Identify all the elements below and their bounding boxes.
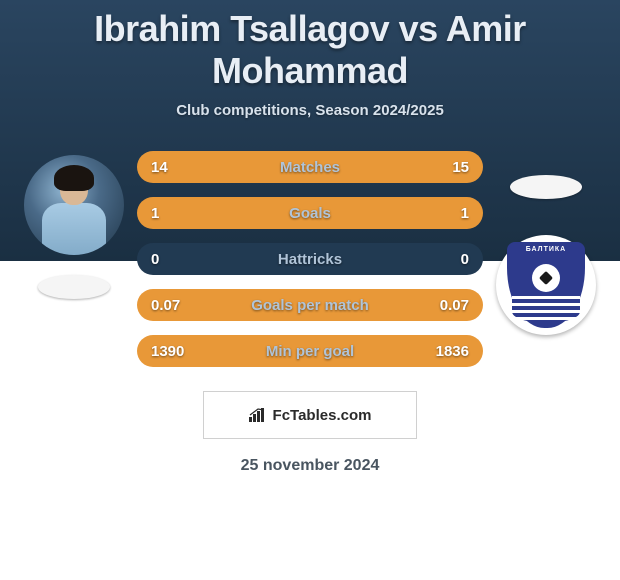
right-club-logo: БАЛТИКА [496, 235, 596, 335]
stat-row: 14Matches15 [137, 151, 483, 183]
stat-label: Goals per match [205, 297, 415, 314]
club-name-arc: БАЛТИКА [516, 246, 576, 266]
stat-row: 1390Min per goal1836 [137, 335, 483, 367]
stat-row: 1Goals1 [137, 197, 483, 229]
stat-row: 0.07Goals per match0.07 [137, 289, 483, 321]
left-player-column [19, 151, 129, 299]
brand-footer[interactable]: FcTables.com [203, 391, 417, 439]
stat-value-right: 15 [415, 159, 469, 176]
soccer-ball-icon [532, 264, 560, 292]
stat-value-left: 14 [151, 159, 205, 176]
stat-value-right: 0.07 [415, 297, 469, 314]
stat-label: Hattricks [205, 251, 415, 268]
stat-value-right: 1836 [415, 343, 469, 360]
stats-table: 14Matches15 1Goals1 0Hattricks0 0.07Goals p… [137, 151, 483, 367]
left-player-avatar [24, 155, 124, 255]
stat-value-right: 0 [415, 251, 469, 268]
right-player-column: БАЛТИКА [491, 151, 601, 335]
comparison-row: 14Matches15 1Goals1 0Hattricks0 0.07Goals p… [0, 151, 620, 367]
stat-label: Goals [205, 205, 415, 222]
stat-value-left: 1390 [151, 343, 205, 360]
page-title: Ibrahim Tsallagov vs Amir Mohammad [0, 0, 620, 92]
stat-value-left: 0.07 [151, 297, 205, 314]
chart-icon [249, 408, 267, 422]
waves-icon [512, 296, 580, 322]
date-label: 25 november 2024 [0, 457, 620, 475]
left-flag-oval [38, 275, 110, 299]
brand-text: FcTables.com [273, 407, 372, 424]
stat-label: Min per goal [205, 343, 415, 360]
stat-row: 0Hattricks0 [137, 243, 483, 275]
stat-value-left: 1 [151, 205, 205, 222]
stat-label: Matches [205, 159, 415, 176]
right-flag-oval [510, 175, 582, 199]
stat-value-left: 0 [151, 251, 205, 268]
subtitle: Club competitions, Season 2024/2025 [0, 102, 620, 119]
stat-value-right: 1 [415, 205, 469, 222]
